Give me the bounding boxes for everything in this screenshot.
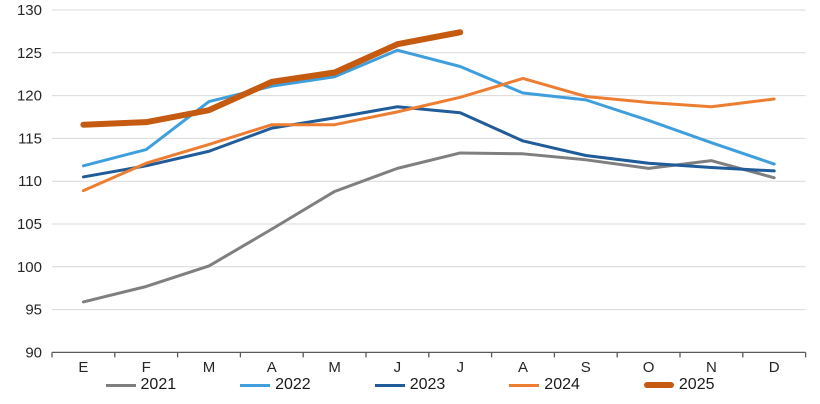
series-line-2023 xyxy=(81,105,776,179)
x-axis-label: M xyxy=(203,359,216,376)
legend-label: 2021 xyxy=(140,376,177,393)
y-axis-label: 120 xyxy=(17,88,42,105)
x-axis-label: J xyxy=(394,359,402,376)
x-axis-label: F xyxy=(142,359,151,376)
y-axis-label: 130 xyxy=(17,2,42,19)
legend-swatch-2024 xyxy=(509,383,540,387)
legend-label: 2023 xyxy=(409,376,446,393)
x-axis-label: E xyxy=(78,359,88,376)
legend-swatch-2023 xyxy=(374,383,405,387)
x-axis-label: N xyxy=(706,359,717,376)
series-line-2022 xyxy=(81,48,776,168)
legend-label: 2022 xyxy=(275,376,311,393)
x-axis-label: S xyxy=(581,359,591,376)
legend-item-2024: 2024 xyxy=(509,377,580,393)
y-axis-label: 90 xyxy=(25,344,42,361)
legend-label: 2024 xyxy=(544,376,580,393)
x-axis-label: J xyxy=(456,359,464,376)
y-axis-label: 115 xyxy=(18,130,42,147)
x-axis-label: O xyxy=(643,359,655,376)
legend-swatch-2021 xyxy=(105,383,136,387)
chart-legend: 2021 2022 2023 2024 2025 xyxy=(0,372,820,398)
series-line-2025 xyxy=(80,29,464,128)
y-axis-label: 125 xyxy=(17,45,42,62)
y-axis-label: 100 xyxy=(17,259,42,276)
y-axis-label: 95 xyxy=(25,302,42,319)
legend-item-2023: 2023 xyxy=(374,376,446,393)
x-axis-label: D xyxy=(769,359,780,376)
legend-item-2025: 2025 xyxy=(643,376,715,393)
legend-item-2022: 2022 xyxy=(240,377,311,393)
y-axis-label: 110 xyxy=(18,173,42,190)
series-line-2021 xyxy=(81,151,776,304)
legend-swatch-2022 xyxy=(240,383,271,387)
x-axis-label: A xyxy=(267,359,277,376)
series-line-2024 xyxy=(81,76,776,193)
x-axis-label: M xyxy=(328,359,341,376)
legend-item-2021: 2021 xyxy=(105,376,177,393)
x-axis-label: A xyxy=(518,359,528,376)
legend-label: 2025 xyxy=(678,376,715,393)
legend-swatch-2025 xyxy=(643,382,674,388)
y-axis-label: 105 xyxy=(17,216,42,233)
